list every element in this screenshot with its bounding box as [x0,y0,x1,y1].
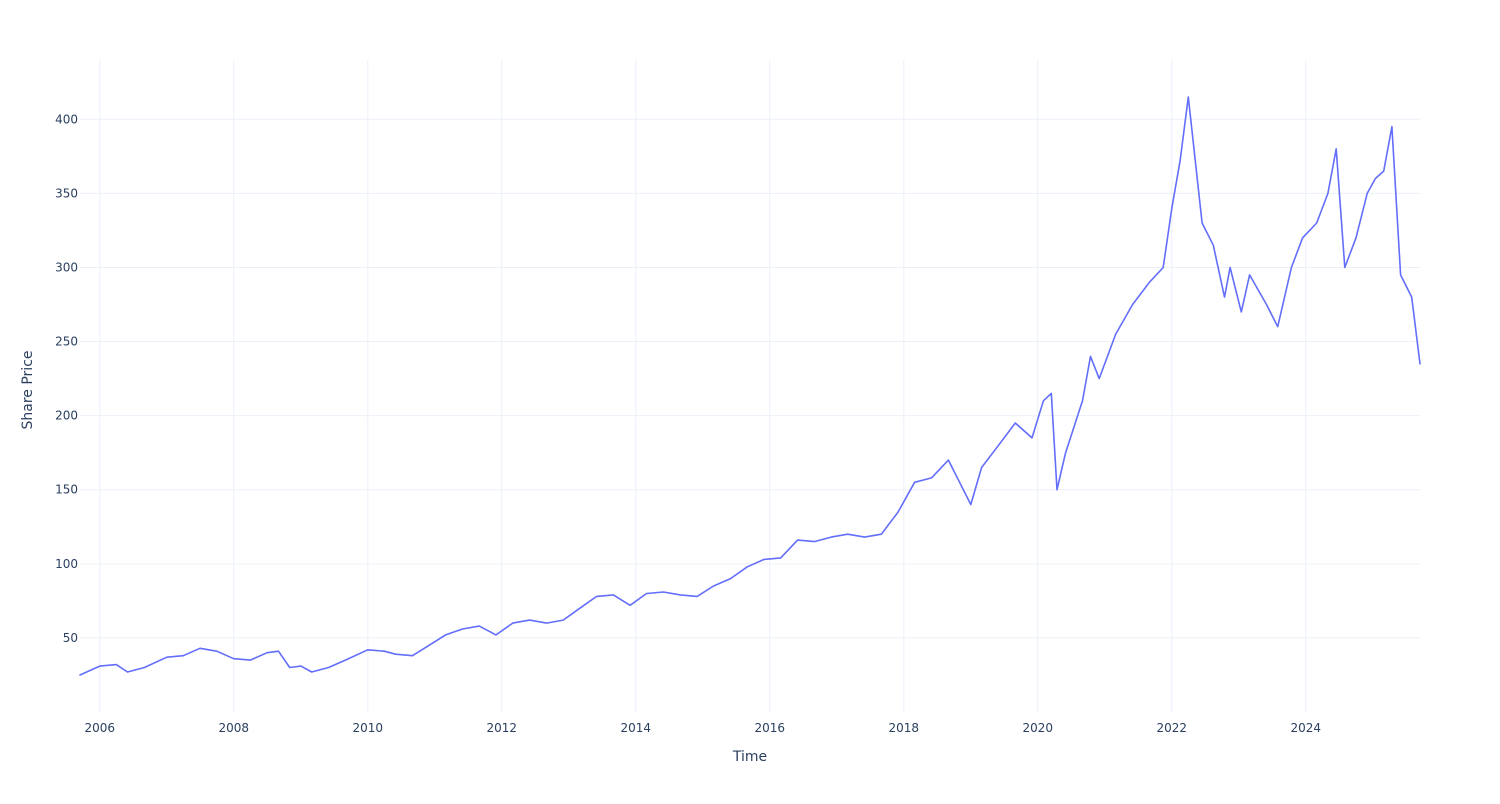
x-tick-label: 2020 [1022,721,1053,735]
x-tick-label: 2012 [486,721,517,735]
y-tick-label: 250 [55,335,78,349]
x-tick-label: 2018 [889,721,920,735]
x-tick-label: 2008 [218,721,249,735]
y-tick-label: 300 [55,260,78,274]
y-tick-label: 100 [55,557,78,571]
x-tick-label: 2006 [85,721,116,735]
y-tick-label: 50 [63,631,78,645]
y-axis-title: Share Price [20,350,36,429]
series-layer [79,96,1421,676]
y-axis-ticks: 50 100 150 200 250 300 350 400 [55,112,78,645]
x-axis-ticks: 2006 2008 2010 2012 2014 2016 2018 2020 2022 2024 [85,721,1321,735]
y-tick-label: 400 [55,112,78,126]
x-tick-label: 2022 [1157,721,1188,735]
x-tick-label: 2014 [621,721,652,735]
y-tick-label: 350 [55,186,78,200]
x-tick-label: 2024 [1290,721,1321,735]
x-tick-label: 2010 [353,721,384,735]
y-tick-label: 150 [55,483,78,497]
share-price-series-line [79,96,1421,676]
grid-lines [80,60,1420,712]
x-axis-title: Time [732,749,767,765]
x-tick-label: 2016 [754,721,785,735]
y-tick-label: 200 [55,409,78,423]
